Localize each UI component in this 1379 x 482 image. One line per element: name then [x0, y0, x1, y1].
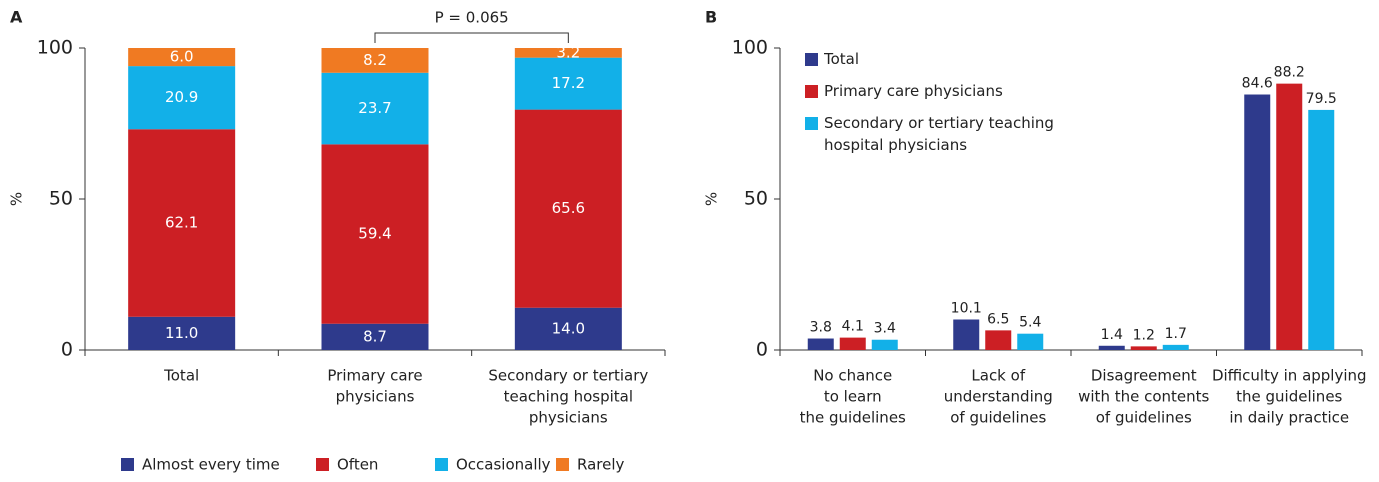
data-label: 59.4 [358, 225, 391, 243]
x-tick-label: No chance [813, 367, 892, 385]
legend-swatch [805, 117, 818, 130]
data-label: 6.0 [170, 48, 194, 66]
legend-swatch [435, 458, 448, 471]
bar [985, 330, 1012, 350]
legend-swatch [316, 458, 329, 471]
data-label: 3.2 [556, 43, 580, 61]
bar [839, 337, 866, 350]
data-label: 1.7 [1165, 326, 1187, 342]
data-label: 6.5 [987, 311, 1009, 327]
legend-swatch [121, 458, 134, 471]
bar-segment [321, 323, 429, 350]
data-label: 1.4 [1101, 327, 1123, 343]
legend-swatch [805, 85, 818, 98]
data-label: 4.1 [842, 319, 864, 335]
data-label: 88.2 [1274, 65, 1305, 81]
data-label: 23.7 [358, 99, 391, 117]
bar-segment [514, 307, 622, 350]
legend-swatch [805, 53, 818, 66]
y-tick-label: 50 [744, 188, 768, 210]
legend-swatch [556, 458, 569, 471]
bar [1308, 109, 1335, 350]
panel-label: A [10, 8, 23, 27]
legend-label: Often [337, 456, 378, 474]
x-tick-label: Disagreement [1091, 367, 1197, 385]
data-label: 3.8 [810, 320, 832, 336]
bar-segment [128, 66, 236, 130]
bar [1130, 346, 1157, 350]
data-label: 8.2 [363, 51, 387, 69]
bar-segment [128, 316, 236, 350]
data-label: 84.6 [1242, 76, 1273, 92]
bar-segment [514, 109, 622, 308]
y-tick-label: 50 [49, 188, 73, 210]
bar [871, 339, 898, 350]
data-label: 20.9 [165, 88, 198, 106]
annotation: P = 0.065 [435, 9, 509, 27]
legend-item: Total [824, 50, 860, 68]
legend-label: Secondary or tertiary teaching hospital … [824, 114, 1054, 154]
x-tick-label: physicians [529, 409, 608, 427]
y-axis-label: % [703, 192, 721, 206]
bar [1098, 345, 1125, 350]
y-tick-label: 100 [37, 37, 73, 59]
x-tick-label: the guidelines [1236, 388, 1342, 406]
y-tick-label: 100 [732, 37, 768, 59]
bar [953, 319, 980, 350]
significance-bracket [374, 32, 569, 43]
x-tick-label: Difficulty in applying [1212, 367, 1367, 385]
legend-label: Total [824, 50, 860, 68]
data-label: 11.0 [165, 324, 198, 342]
x-tick-label: the guidelines [800, 409, 906, 427]
bar-segment [514, 48, 622, 58]
data-label: 62.1 [165, 214, 198, 232]
bar-segment [321, 72, 429, 145]
x-tick-label: to learn [824, 388, 882, 406]
data-label: 14.0 [552, 319, 585, 337]
bar-segment [321, 144, 429, 324]
panel-label: B [705, 8, 717, 27]
legend-item: Primary care physicians [824, 82, 1003, 100]
legend-label: Primary care physicians [824, 82, 1003, 100]
x-tick-label: in daily practice [1229, 409, 1349, 427]
bar [1276, 83, 1303, 351]
x-tick-label: of guidelines [1096, 409, 1192, 427]
data-label: 79.5 [1306, 91, 1337, 107]
bar-segment [321, 48, 429, 73]
data-label: 1.2 [1133, 327, 1155, 343]
bar-segment [128, 129, 236, 317]
bar [1017, 333, 1044, 350]
bar [1162, 344, 1189, 350]
data-label: 3.4 [874, 321, 896, 337]
data-label: 10.1 [951, 300, 982, 316]
x-tick-label: with the contents [1078, 388, 1209, 406]
y-tick-label: 0 [756, 339, 768, 361]
y-axis-label: % [8, 192, 26, 206]
data-label: 17.2 [552, 74, 585, 92]
data-label: 8.7 [363, 327, 387, 345]
x-tick-label: Total [163, 367, 199, 385]
legend-label: Almost every time [142, 456, 280, 474]
bar-segment [128, 48, 236, 67]
x-tick-label: Primary care [327, 367, 422, 385]
legend-item: Secondary or tertiary teaching hospital … [824, 114, 1054, 154]
x-tick-label: physicians [336, 388, 415, 406]
x-tick-label: Lack of [971, 367, 1025, 385]
data-label: 5.4 [1019, 315, 1041, 331]
legend-label: Rarely [577, 456, 625, 474]
x-tick-label: teaching hospital [504, 388, 633, 406]
x-tick-label: understanding [944, 388, 1053, 406]
bar-segment [514, 57, 622, 110]
x-tick-label: of guidelines [950, 409, 1046, 427]
data-label: 65.6 [552, 199, 585, 217]
legend-label: Occasionally [456, 456, 551, 474]
bar [1244, 94, 1271, 351]
y-tick-label: 0 [61, 339, 73, 361]
x-tick-label: Secondary or tertiary [488, 367, 648, 385]
bar [807, 338, 834, 350]
